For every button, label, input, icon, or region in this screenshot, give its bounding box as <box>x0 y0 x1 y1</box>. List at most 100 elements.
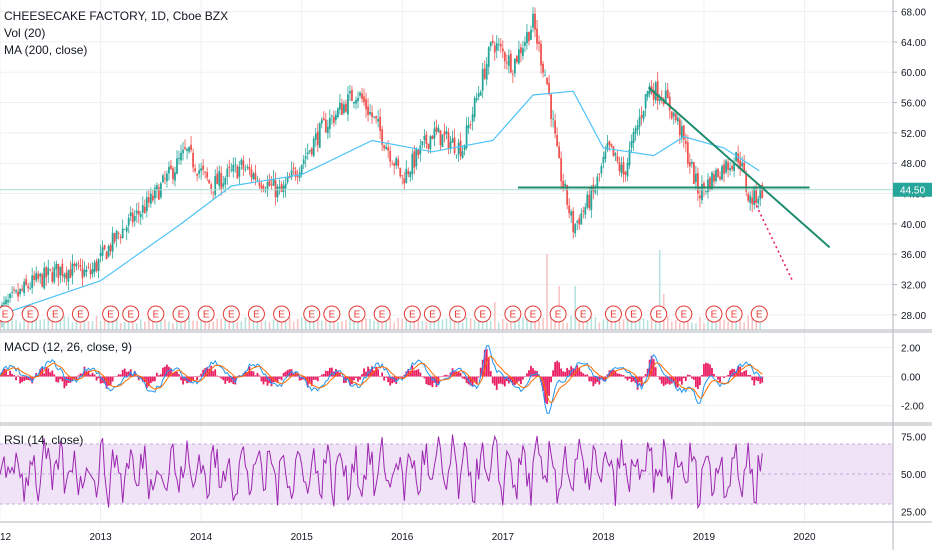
macd-tick-label: 2.00 <box>901 344 921 355</box>
volume-bar <box>433 317 436 330</box>
candle-body <box>141 205 144 213</box>
earnings-marker <box>373 305 391 323</box>
macd-histogram-bar <box>431 376 434 388</box>
earnings-marker-label: E <box>756 310 763 321</box>
macd-histogram-bar <box>55 376 58 383</box>
macd-histogram-bar <box>497 376 500 384</box>
candle-body <box>63 274 66 278</box>
macd-histogram-bar <box>435 376 438 387</box>
macd-histogram-bar <box>282 372 285 377</box>
volume-bar <box>135 323 138 330</box>
macd-histogram-bar <box>624 376 627 379</box>
volume-bar <box>485 317 488 330</box>
volume-bar <box>522 317 524 330</box>
candle-body <box>232 164 235 172</box>
macd-histogram-bar <box>53 374 56 377</box>
earnings-marker-label: E <box>429 310 436 321</box>
candle-body <box>652 89 655 100</box>
earnings-marker-label: E <box>127 310 134 321</box>
candle-body <box>604 151 607 159</box>
macd-histogram-bar <box>401 376 404 380</box>
candle-body <box>21 288 24 291</box>
candle-body <box>600 166 603 174</box>
volume-bar <box>11 318 13 330</box>
volume-bar <box>35 317 38 330</box>
macd-series <box>0 345 764 414</box>
macd-histogram-bar <box>31 376 34 384</box>
macd-histogram-bar <box>244 371 247 377</box>
earnings-marker-label: E <box>580 310 587 321</box>
candle-body <box>532 13 534 28</box>
candle-body <box>405 168 408 184</box>
candle-body <box>735 152 738 162</box>
volume-bar <box>715 322 717 330</box>
macd-histogram-bar <box>678 376 681 382</box>
drawings[interactable] <box>517 86 831 282</box>
candle-body <box>290 170 293 178</box>
candle-body <box>648 86 651 94</box>
candle-body <box>149 193 152 204</box>
candle-body <box>437 127 440 133</box>
candle-body <box>501 48 504 52</box>
macd-histogram-bar <box>97 376 100 379</box>
volume-bar <box>337 322 339 330</box>
candle-body <box>636 125 639 130</box>
volume-bar <box>574 286 577 330</box>
x-tick-label: 2016 <box>391 532 414 543</box>
candle-body <box>155 185 158 190</box>
candle-body <box>729 168 731 171</box>
candle-body <box>359 92 361 96</box>
macd-histogram-bar <box>381 372 384 377</box>
macd-histogram-bar <box>377 369 380 377</box>
macd-histogram-bar <box>224 376 227 384</box>
macd-histogram-bar <box>721 376 723 378</box>
candle-body <box>41 274 44 287</box>
macd-histogram-bar <box>304 376 307 382</box>
macd-histogram-bar <box>511 376 514 386</box>
volume-bar <box>365 318 367 330</box>
candle-body <box>101 247 104 256</box>
candle-body <box>226 168 229 177</box>
macd-histogram-bar <box>699 376 701 386</box>
candle-body <box>39 273 42 277</box>
volume-bar <box>578 321 581 330</box>
volume-bar <box>614 320 617 330</box>
volume-bar <box>554 318 556 330</box>
candle-body <box>35 272 38 281</box>
macd-histogram-bar <box>375 367 378 377</box>
candle-body <box>377 118 380 122</box>
volume-bar <box>308 322 311 330</box>
candle-body <box>339 102 341 110</box>
candle-body <box>520 47 522 54</box>
macd-histogram-bar <box>270 376 273 387</box>
candle-body <box>719 176 721 180</box>
candle-body <box>318 123 321 148</box>
volume-bar <box>670 321 673 330</box>
candle-body <box>198 170 201 174</box>
volume-bar <box>95 315 98 330</box>
macd-histogram-bar <box>520 376 522 385</box>
volume-bar <box>353 318 355 330</box>
candle-body <box>467 124 470 129</box>
macd-histogram-bar <box>27 376 30 381</box>
candle-body <box>355 99 357 104</box>
candle-body <box>351 90 353 102</box>
volume-bar <box>27 317 29 330</box>
volume-bar <box>333 317 335 330</box>
candle-body <box>168 166 170 174</box>
candle-body <box>109 244 112 252</box>
candle-body <box>27 286 30 289</box>
volume-bar <box>212 321 214 330</box>
earnings-marker <box>574 305 592 323</box>
volume-bar <box>148 317 150 330</box>
earnings-marker-label: E <box>228 310 235 321</box>
macd-histogram-bar <box>542 376 544 391</box>
volume-bar <box>751 317 754 330</box>
macd-histogram-bar <box>578 368 581 377</box>
candle-body <box>258 182 261 186</box>
candle-body <box>69 269 72 278</box>
macd-histogram-bar <box>417 369 420 377</box>
macd-histogram-bar <box>286 370 289 377</box>
